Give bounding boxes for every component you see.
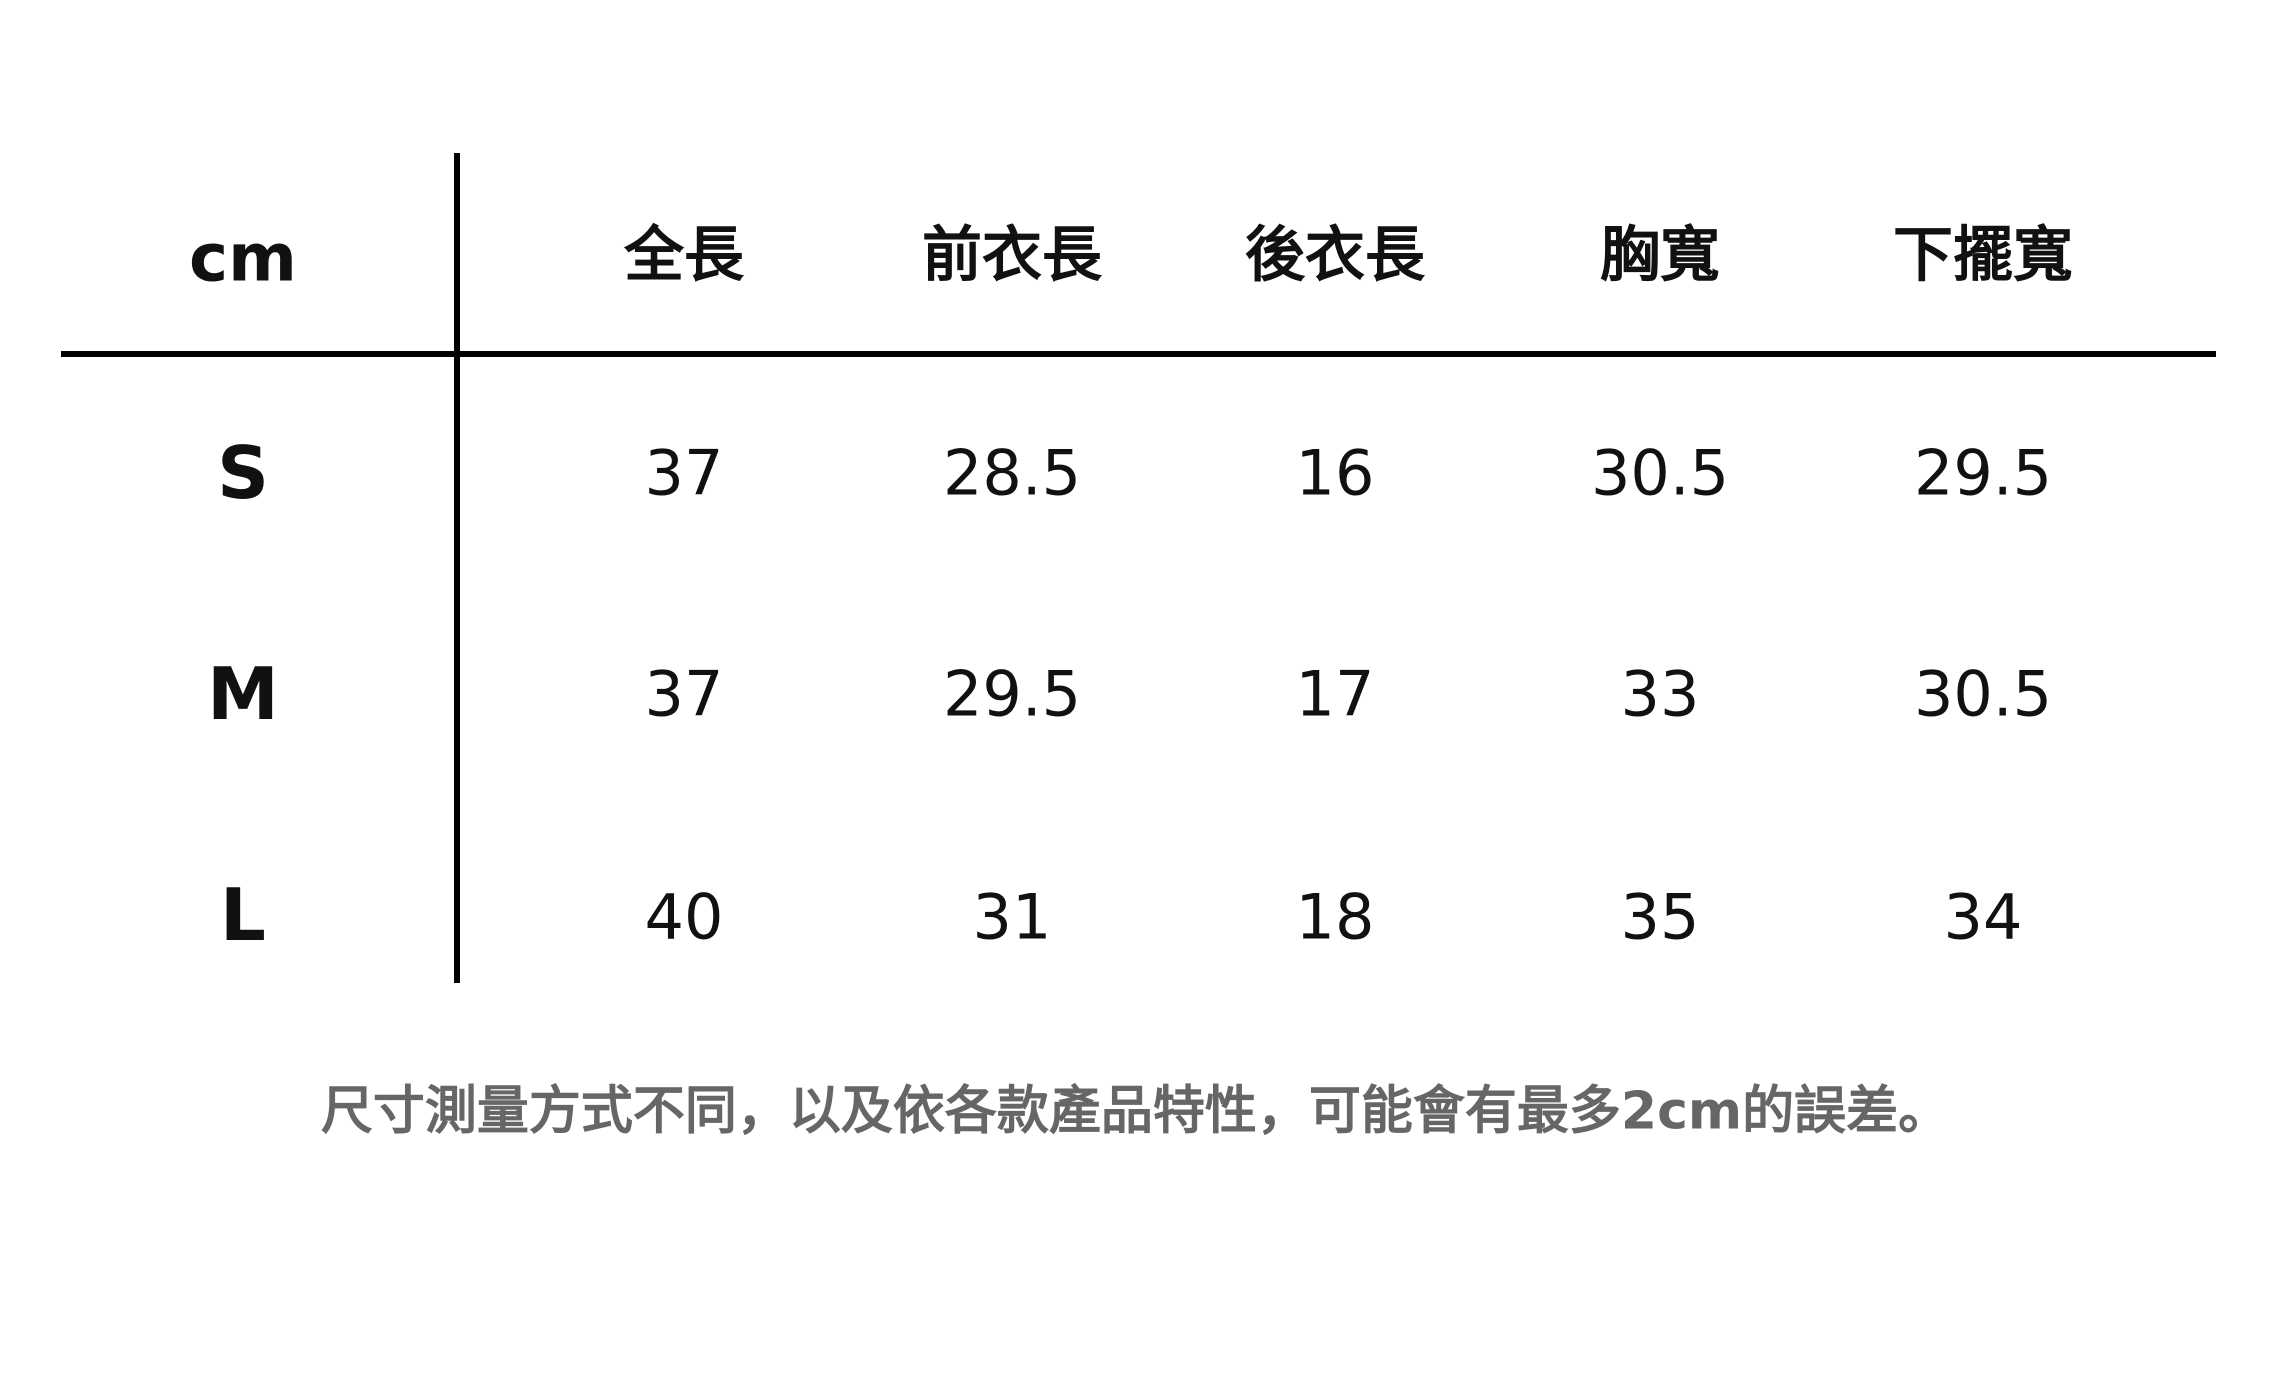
table-cell: 37 [644, 436, 724, 510]
table-cell: 28.5 [942, 436, 1082, 510]
column-header: 胸寬 [1600, 220, 1720, 291]
row-label-s: S [217, 431, 269, 515]
unit-label: cm [189, 219, 297, 297]
table-cell: 35 [1620, 880, 1700, 954]
column-header: 前衣長 [922, 220, 1102, 291]
table-cell: 18 [1295, 880, 1375, 954]
row-label-m: M [207, 652, 279, 736]
table-cell: 33 [1620, 657, 1700, 731]
measurement-note: 尺寸測量方式不同，以及依各款產品特性，可能會有最多2cm的誤差。 [320, 1081, 1951, 1142]
horizontal-divider [61, 351, 2216, 357]
table-cell: 30.5 [1590, 436, 1730, 510]
table-cell: 34 [1943, 880, 2023, 954]
column-header: 全長 [624, 220, 744, 291]
table-cell: 37 [644, 657, 724, 731]
table-cell: 40 [644, 880, 724, 954]
column-header: 下擺寬 [1893, 220, 2073, 291]
table-cell: 31 [972, 880, 1052, 954]
table-cell: 30.5 [1913, 657, 2053, 731]
table-cell: 29.5 [1913, 436, 2053, 510]
table-cell: 16 [1295, 436, 1375, 510]
table-cell: 29.5 [942, 657, 1082, 731]
column-header: 後衣長 [1245, 220, 1425, 291]
table-cell: 17 [1295, 657, 1375, 731]
vertical-divider [454, 153, 460, 983]
row-label-l: L [220, 873, 266, 957]
